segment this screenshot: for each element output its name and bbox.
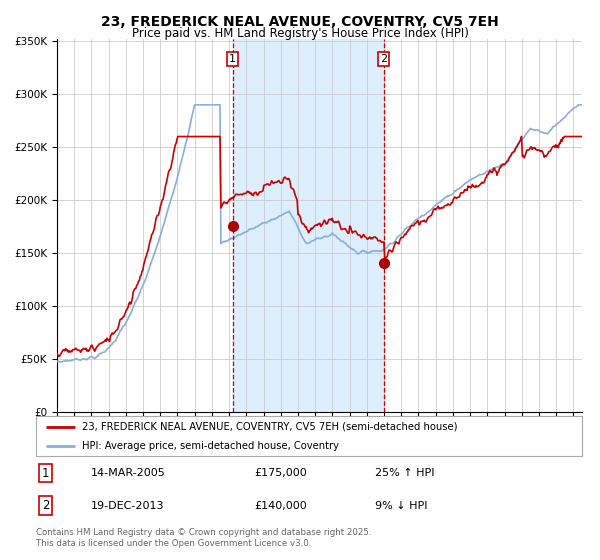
Text: 9% ↓ HPI: 9% ↓ HPI [374, 501, 427, 511]
Text: Contains HM Land Registry data © Crown copyright and database right 2025.
This d: Contains HM Land Registry data © Crown c… [36, 528, 371, 548]
FancyBboxPatch shape [36, 416, 582, 456]
Text: £175,000: £175,000 [254, 468, 307, 478]
Text: 2: 2 [380, 54, 387, 64]
Text: 1: 1 [229, 54, 236, 64]
Text: 1: 1 [42, 467, 50, 480]
Text: 14-MAR-2005: 14-MAR-2005 [91, 468, 166, 478]
Text: HPI: Average price, semi-detached house, Coventry: HPI: Average price, semi-detached house,… [82, 441, 340, 450]
Text: 23, FREDERICK NEAL AVENUE, COVENTRY, CV5 7EH (semi-detached house): 23, FREDERICK NEAL AVENUE, COVENTRY, CV5… [82, 422, 458, 432]
Text: £140,000: £140,000 [254, 501, 307, 511]
Text: 23, FREDERICK NEAL AVENUE, COVENTRY, CV5 7EH: 23, FREDERICK NEAL AVENUE, COVENTRY, CV5… [101, 15, 499, 29]
Text: Price paid vs. HM Land Registry's House Price Index (HPI): Price paid vs. HM Land Registry's House … [131, 27, 469, 40]
Text: 25% ↑ HPI: 25% ↑ HPI [374, 468, 434, 478]
Text: 2: 2 [42, 499, 50, 512]
Text: 19-DEC-2013: 19-DEC-2013 [91, 501, 164, 511]
Bar [233, 39, 383, 412]
